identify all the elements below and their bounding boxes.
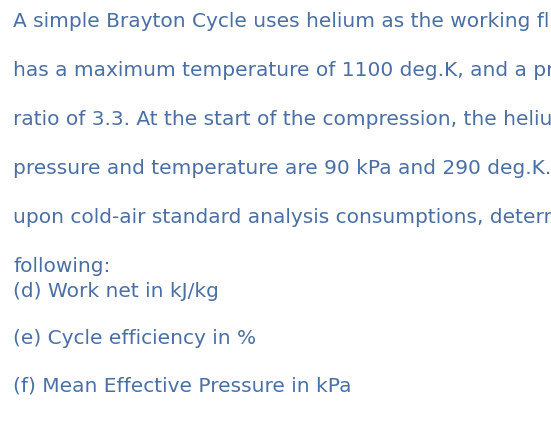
Text: pressure and temperature are 90 kPa and 290 deg.K. Based: pressure and temperature are 90 kPa and … bbox=[13, 159, 551, 178]
Text: (d) Work net in kJ/kg: (d) Work net in kJ/kg bbox=[13, 282, 219, 301]
Text: has a maximum temperature of 1100 deg.K, and a pressure: has a maximum temperature of 1100 deg.K,… bbox=[13, 61, 551, 80]
Text: (e) Cycle efficiency in %: (e) Cycle efficiency in % bbox=[13, 329, 256, 348]
Text: ratio of 3.3. At the start of the compression, the helium: ratio of 3.3. At the start of the compre… bbox=[13, 110, 551, 129]
Text: following:: following: bbox=[13, 257, 110, 276]
Text: (f) Mean Effective Pressure in kPa: (f) Mean Effective Pressure in kPa bbox=[13, 376, 352, 395]
Text: upon cold-air standard analysis consumptions, determine the: upon cold-air standard analysis consumpt… bbox=[13, 208, 551, 227]
Text: A simple Brayton Cycle uses helium as the working fluid, it: A simple Brayton Cycle uses helium as th… bbox=[13, 12, 551, 31]
